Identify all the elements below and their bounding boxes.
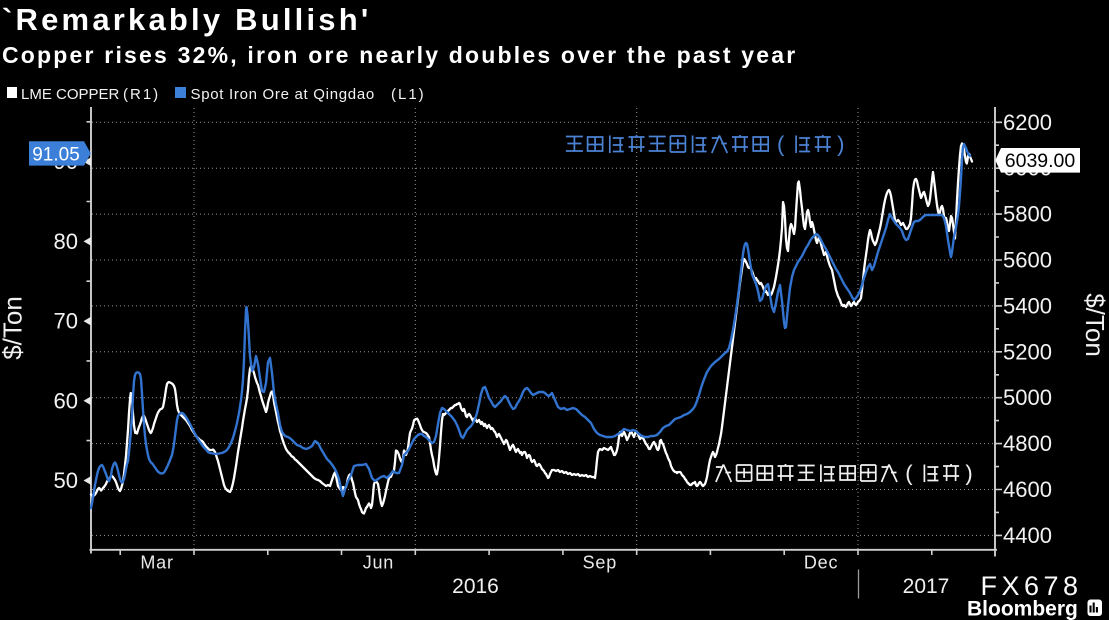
svg-text:4600: 4600 bbox=[1003, 477, 1052, 502]
svg-text:4400: 4400 bbox=[1003, 523, 1052, 548]
svg-text:70: 70 bbox=[54, 309, 78, 334]
svg-text:): ) bbox=[965, 461, 972, 486]
svg-text:Mar: Mar bbox=[140, 553, 173, 573]
svg-text:91.05: 91.05 bbox=[32, 144, 80, 165]
svg-text:4800: 4800 bbox=[1003, 431, 1052, 456]
svg-text:Sep: Sep bbox=[583, 553, 617, 573]
svg-text:5000: 5000 bbox=[1003, 385, 1052, 410]
svg-text:80: 80 bbox=[54, 229, 78, 254]
svg-text:Bloomberg: Bloomberg bbox=[967, 598, 1078, 620]
svg-text:5800: 5800 bbox=[1003, 202, 1052, 227]
svg-text:5400: 5400 bbox=[1003, 293, 1052, 318]
svg-text:$/Ton: $/Ton bbox=[0, 296, 28, 360]
svg-text:5200: 5200 bbox=[1003, 339, 1052, 364]
svg-text:6039.00: 6039.00 bbox=[1005, 150, 1076, 172]
svg-text:5600: 5600 bbox=[1003, 248, 1052, 273]
svg-text:50: 50 bbox=[54, 468, 78, 493]
svg-text:): ) bbox=[837, 132, 844, 157]
svg-text:(: ( bbox=[777, 132, 785, 157]
svg-text:60: 60 bbox=[54, 388, 78, 413]
svg-text:Dec: Dec bbox=[804, 553, 838, 573]
svg-text:$/Ton: $/Ton bbox=[1080, 293, 1109, 357]
svg-text:FX678: FX678 bbox=[981, 571, 1083, 601]
svg-text:Jun: Jun bbox=[363, 553, 394, 573]
svg-text:(: ( bbox=[905, 461, 913, 486]
svg-text:2017: 2017 bbox=[903, 575, 950, 598]
svg-text:6200: 6200 bbox=[1003, 110, 1052, 135]
svg-text:2016: 2016 bbox=[452, 575, 499, 598]
